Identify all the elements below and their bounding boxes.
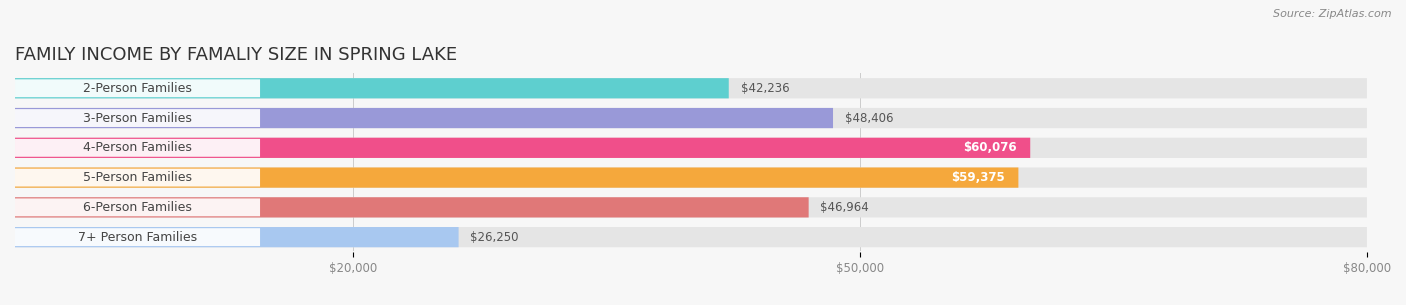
- Text: 6-Person Families: 6-Person Families: [83, 201, 193, 214]
- Text: 5-Person Families: 5-Person Families: [83, 171, 193, 184]
- Text: $42,236: $42,236: [741, 82, 789, 95]
- Text: 3-Person Families: 3-Person Families: [83, 112, 193, 124]
- Text: $26,250: $26,250: [471, 231, 519, 244]
- Text: 7+ Person Families: 7+ Person Families: [77, 231, 197, 244]
- Text: 4-Person Families: 4-Person Families: [83, 141, 193, 154]
- FancyBboxPatch shape: [15, 227, 1367, 247]
- Text: Source: ZipAtlas.com: Source: ZipAtlas.com: [1274, 9, 1392, 19]
- Text: $46,964: $46,964: [821, 201, 869, 214]
- Text: $60,076: $60,076: [963, 141, 1017, 154]
- Text: $48,406: $48,406: [845, 112, 893, 124]
- FancyBboxPatch shape: [15, 199, 260, 216]
- FancyBboxPatch shape: [15, 167, 1367, 188]
- FancyBboxPatch shape: [15, 79, 260, 97]
- FancyBboxPatch shape: [15, 169, 260, 187]
- FancyBboxPatch shape: [15, 78, 1367, 99]
- FancyBboxPatch shape: [15, 108, 1367, 128]
- FancyBboxPatch shape: [15, 138, 1367, 158]
- FancyBboxPatch shape: [15, 227, 458, 247]
- FancyBboxPatch shape: [15, 197, 1367, 217]
- Text: 2-Person Families: 2-Person Families: [83, 82, 193, 95]
- FancyBboxPatch shape: [15, 139, 260, 157]
- FancyBboxPatch shape: [15, 197, 808, 217]
- FancyBboxPatch shape: [15, 108, 832, 128]
- Text: $59,375: $59,375: [950, 171, 1005, 184]
- FancyBboxPatch shape: [15, 228, 260, 246]
- FancyBboxPatch shape: [15, 109, 260, 127]
- FancyBboxPatch shape: [15, 78, 728, 99]
- FancyBboxPatch shape: [15, 167, 1018, 188]
- FancyBboxPatch shape: [15, 138, 1031, 158]
- Text: FAMILY INCOME BY FAMALIY SIZE IN SPRING LAKE: FAMILY INCOME BY FAMALIY SIZE IN SPRING …: [15, 45, 457, 63]
